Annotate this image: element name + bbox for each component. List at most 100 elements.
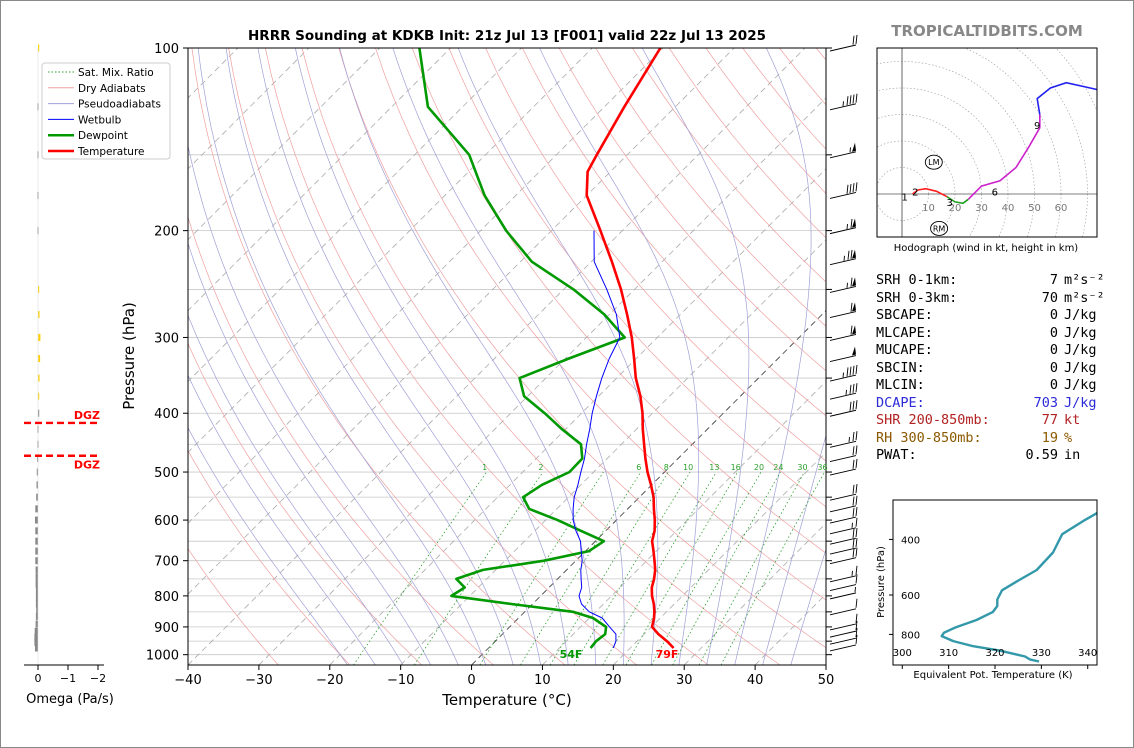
omega-bar	[35, 537, 38, 545]
wind-barb	[829, 574, 858, 591]
skewt-legend: Sat. Mix. Ratio Dry Adiabats Pseudoadiabat…	[41, 62, 171, 160]
hodograph-ring-label: 10	[922, 203, 935, 214]
omega-bar	[35, 644, 38, 652]
x-tick-label: −40	[174, 673, 201, 688]
theta-e-axes: 300 310 320 330 340 400 600 800	[889, 535, 1097, 669]
x-tick-label: −30	[245, 673, 272, 688]
dgz-label: DGZ	[74, 459, 100, 472]
omega-bar	[35, 527, 38, 535]
hodograph-height-label: 6	[992, 187, 998, 198]
wind-barb	[829, 277, 857, 293]
isotherm	[471, 309, 826, 665]
sounding-parameters: SRH 0-1km: 7 m²s⁻² SRH 0-3km: 70 m²s⁻² SBCAP…	[876, 272, 1116, 465]
omega-bar	[34, 627, 38, 635]
y-tick-label: 100	[154, 42, 179, 57]
theta-e-x-tick-label: 310	[939, 648, 958, 659]
pseudoadiabat	[641, 48, 750, 665]
wind-barb	[829, 620, 858, 638]
wind-barb	[829, 249, 857, 266]
isotherm	[188, 48, 735, 595]
theta-e-x-tick-label: 330	[1032, 648, 1051, 659]
x-tick-label: 30	[676, 673, 693, 688]
mixing-ratio-label: 30	[797, 463, 807, 472]
omega-bar	[35, 594, 38, 602]
dry-adiabat	[595, 48, 826, 327]
hodograph-trace	[946, 196, 969, 205]
wind-barb	[829, 302, 857, 318]
stat-sbcin: SBCIN: 0 J/kg	[876, 359, 1097, 376]
surface-temperature-label: 79F	[656, 648, 679, 661]
hodograph-ring-label: 60	[1055, 203, 1068, 214]
pseudoadiabat	[188, 242, 432, 665]
x-tick-label: 50	[818, 673, 835, 688]
pseudoadiabat	[188, 427, 348, 665]
omega-bar	[36, 493, 38, 501]
pseudoadiabat	[257, 48, 542, 665]
wind-barb	[829, 218, 857, 235]
omega-bar	[34, 639, 38, 647]
wind-barb	[829, 458, 858, 476]
dry-adiabat	[228, 48, 638, 665]
mixing-ratio-line	[413, 471, 544, 665]
pseudoadiabat	[294, 48, 569, 665]
skewt-panel: 1 2 6 8 10 13 16 20 24 30 36 −40 −30 −20 −10 0 10 20 30 40 5…	[41, 34, 858, 709]
pseudoadiabat	[734, 48, 812, 665]
hodograph-ring-label: 40	[1002, 203, 1015, 214]
storm-motion-label: LM	[928, 158, 939, 167]
theta-e-ylabel: Pressure (hPa)	[876, 546, 887, 618]
y-tick-label: 900	[154, 621, 179, 636]
omega-bar	[35, 566, 38, 574]
mixing-ratio-line	[672, 471, 781, 665]
wind-barb	[829, 346, 857, 362]
x-tick-label: 40	[747, 673, 764, 688]
mixing-ratio-label: 1	[482, 463, 487, 472]
x-tick-label: −20	[316, 673, 343, 688]
chart-title: HRRR Sounding at KDKB Init: 21z Jul 13 […	[248, 28, 766, 44]
stat-sbcape: SBCAPE: 0 J/kg	[876, 307, 1097, 323]
theta-e-x-tick-label: 320	[985, 648, 1004, 659]
omega-bar	[35, 587, 38, 595]
hodograph-frame	[876, 47, 1098, 238]
legend-label: Temperature	[77, 146, 145, 158]
hodograph-height-label: 2	[912, 187, 918, 198]
omega-bar	[38, 311, 40, 319]
omega-bar	[35, 612, 38, 620]
y-tick-label: 500	[154, 466, 179, 481]
dry-adiabat	[338, 48, 826, 649]
wind-barb	[829, 517, 858, 535]
dry-adiabat	[485, 48, 826, 462]
stat-srh-0-1km: SRH 0-1km: 7 m²s⁻²	[876, 272, 1105, 288]
wind-barb	[829, 598, 858, 616]
y-tick-label: 1000	[146, 649, 179, 664]
stat-mucape: MUCAPE: 0 J/kg	[876, 342, 1097, 358]
theta-e-y-tick-label: 400	[901, 535, 920, 546]
omega-bar	[35, 547, 38, 555]
y-tick-label: 800	[154, 590, 179, 605]
pseudoadiabat	[392, 48, 625, 665]
stat-dcape: DCAPE: 703 J/kg	[876, 394, 1097, 411]
omega-bar	[36, 606, 38, 614]
y-tick-label: 600	[154, 514, 179, 529]
y-tick-label: 300	[154, 331, 179, 346]
mixing-ratio-line	[520, 471, 642, 665]
mixing-ratio-label: 13	[709, 463, 719, 472]
wind-barb	[829, 634, 858, 652]
profile-temperature	[585, 48, 675, 649]
omega-bar	[38, 333, 41, 341]
dry-adiabat	[188, 547, 279, 665]
mixing-ratio-line	[625, 471, 739, 665]
stat-mlcin: MLCIN: 0 J/kg	[876, 377, 1097, 393]
mixing-ratio-line	[353, 471, 487, 665]
theta-e-y-tick-label: 800	[901, 630, 920, 641]
pseudoadiabat	[188, 374, 376, 665]
profile-dewpoint	[418, 48, 626, 649]
omega-xlabel: Omega (Pa/s)	[26, 692, 114, 707]
pseudoadiabat	[225, 48, 514, 665]
wind-barb	[829, 484, 858, 501]
skewt-ylabel: Pressure (hPa)	[120, 302, 138, 410]
omega-bar	[36, 468, 38, 476]
isotherm	[542, 380, 826, 665]
mixing-ratio-label: 36	[817, 463, 827, 472]
watermark: TROPICALTIDBITS.COM	[891, 22, 1083, 40]
